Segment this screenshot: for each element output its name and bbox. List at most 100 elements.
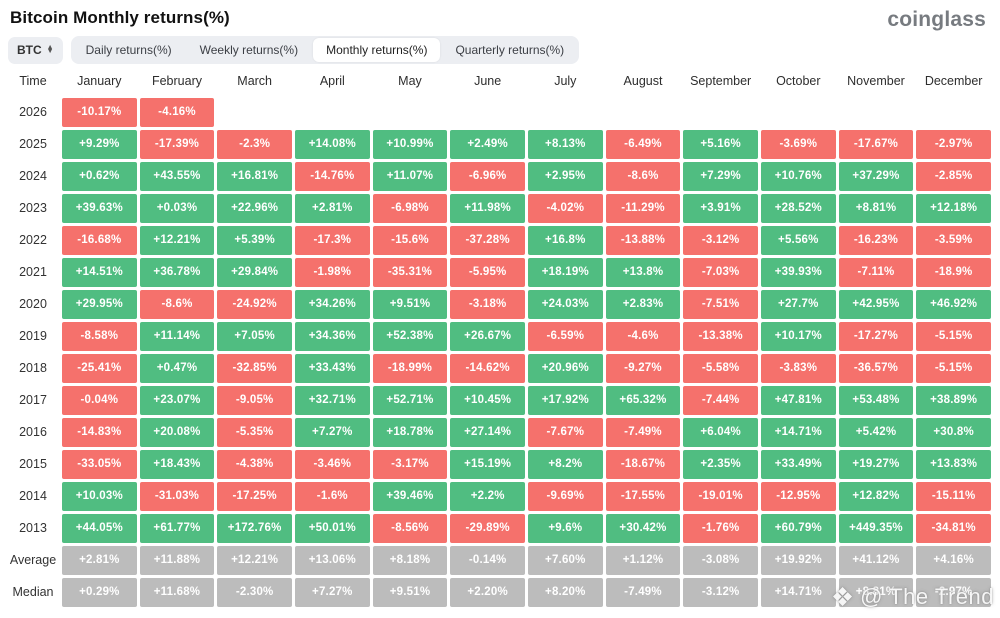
table-cell: +10.99% [372, 130, 448, 159]
table-cell: -29.89% [450, 514, 525, 543]
table-cell: -2.97% [916, 578, 991, 607]
table-cell: +12.21% [217, 546, 292, 575]
table-cell: -14.62% [450, 354, 525, 383]
tab-quarterly-returns[interactable]: Quarterly returns(%) [442, 38, 577, 62]
table-cell: +38.89% [916, 386, 991, 415]
table-cell: +2.35% [683, 450, 758, 479]
table-cell: +7.27% [294, 578, 370, 607]
table-cell: +5.56% [760, 226, 836, 255]
table-cell: -1.6% [294, 482, 370, 511]
table-cell: +10.03% [62, 482, 137, 511]
table-cell: -4.16% [139, 98, 215, 127]
table-cell: +11.88% [139, 546, 215, 575]
table-cell: +4.16% [916, 546, 991, 575]
table-cell: +7.29% [683, 162, 758, 191]
table-cell: -1.98% [294, 258, 370, 287]
table-cell: +16.8% [527, 226, 603, 255]
table-cell: +11.14% [139, 322, 215, 351]
row-label-2021: 2021 [19, 265, 47, 279]
col-header-december: December [924, 74, 983, 88]
table-cell [528, 98, 603, 127]
table-cell [373, 98, 448, 127]
table-cell: +26.67% [450, 322, 525, 351]
row-label-2024: 2024 [19, 169, 47, 183]
table-cell: +13.83% [916, 450, 991, 479]
table-cell: +449.35% [838, 514, 914, 543]
table-cell: -3.17% [372, 450, 448, 479]
table-cell: -2.3% [217, 130, 292, 159]
table-cell: -4.02% [527, 194, 603, 223]
table-cell: +47.81% [760, 386, 836, 415]
tab-monthly-returns[interactable]: Monthly returns(%) [313, 38, 441, 62]
row-label-2026: 2026 [19, 105, 47, 119]
table-cell: +0.29% [62, 578, 137, 607]
row-label-2016: 2016 [19, 425, 47, 439]
table-cell: +7.05% [217, 322, 292, 351]
table-cell: +28.52% [760, 194, 836, 223]
table-cell: +30.8% [916, 418, 991, 447]
table-cell [606, 98, 681, 127]
table-cell: +7.60% [527, 546, 603, 575]
symbol-select[interactable]: BTC ▲ ▼ [8, 36, 63, 64]
table-cell: -11.29% [605, 194, 681, 223]
table-cell: +10.76% [760, 162, 836, 191]
tab-weekly-returns[interactable]: Weekly returns(%) [187, 38, 311, 62]
table-cell: +46.92% [916, 290, 991, 319]
table-cell: +172.76% [217, 514, 292, 543]
table-cell: +6.04% [683, 418, 758, 447]
table-cell: +9.51% [372, 290, 448, 319]
col-header-march: March [237, 74, 273, 88]
table-cell: -3.18% [450, 290, 525, 319]
table-cell: -2.85% [916, 162, 991, 191]
table-cell [839, 98, 914, 127]
table-cell: -6.59% [527, 322, 603, 351]
row-label-2014: 2014 [19, 489, 47, 503]
table-cell: -2.97% [916, 130, 991, 159]
table-cell: +0.62% [62, 162, 137, 191]
col-header-august: August [623, 74, 663, 88]
page-title: Bitcoin Monthly returns(%) [10, 8, 230, 27]
table-cell [295, 98, 370, 127]
row-label-2013: 2013 [19, 521, 47, 535]
table-cell: +2.20% [450, 578, 525, 607]
table-cell: +15.19% [450, 450, 525, 479]
table-cell: +13.06% [294, 546, 370, 575]
table-cell: -9.27% [605, 354, 681, 383]
table-cell: -17.55% [605, 482, 681, 511]
col-header-february: February [151, 74, 202, 88]
table-cell: +0.03% [139, 194, 215, 223]
table-cell: -3.12% [683, 226, 758, 255]
table-cell: +24.03% [527, 290, 603, 319]
table-cell: +2.2% [450, 482, 525, 511]
table-cell: -2.30% [217, 578, 292, 607]
table-cell: -7.67% [527, 418, 603, 447]
table-cell: +9.51% [372, 578, 448, 607]
table-cell: -5.15% [916, 322, 991, 351]
table-cell: +23.07% [139, 386, 215, 415]
table-cell: -3.46% [294, 450, 370, 479]
col-header-may: May [398, 74, 422, 88]
table-cell: -35.31% [372, 258, 448, 287]
table-cell: +8.81% [838, 578, 914, 607]
table-cell: +2.83% [605, 290, 681, 319]
table-cell: -17.27% [838, 322, 914, 351]
table-cell: +8.20% [527, 578, 603, 607]
col-header-july: July [554, 74, 577, 88]
table-cell: +13.8% [605, 258, 681, 287]
row-label-2020: 2020 [19, 297, 47, 311]
up-down-arrows-icon: ▲ ▼ [46, 43, 54, 55]
table-cell: +33.49% [760, 450, 836, 479]
table-cell: -8.6% [139, 290, 215, 319]
row-label-2015: 2015 [19, 457, 47, 471]
row-label-2018: 2018 [19, 361, 47, 375]
table-cell: -4.38% [217, 450, 292, 479]
coinglass-logo: coinglass [887, 8, 986, 31]
table-cell: -5.58% [683, 354, 758, 383]
table-cell: +10.17% [760, 322, 836, 351]
table-cell: +37.29% [838, 162, 914, 191]
table-cell: -15.11% [916, 482, 991, 511]
table-cell: -37.28% [450, 226, 525, 255]
tab-daily-returns[interactable]: Daily returns(%) [73, 38, 185, 62]
col-header-september: September [690, 74, 752, 88]
table-cell [683, 98, 758, 127]
